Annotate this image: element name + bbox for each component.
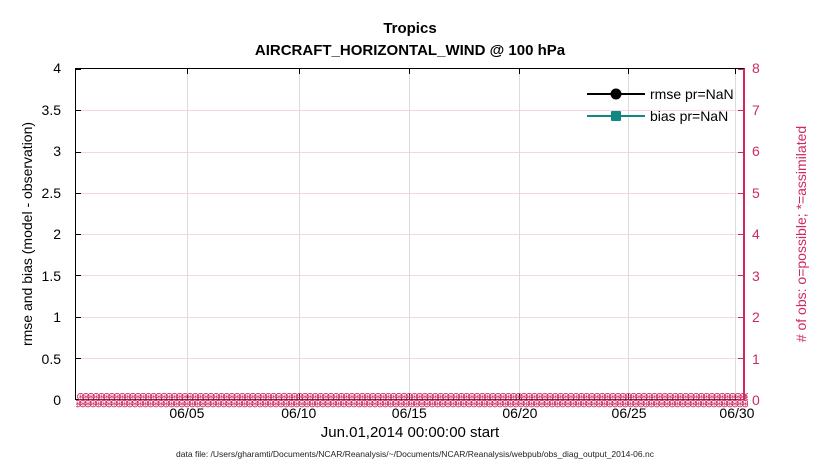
left-axis-tick: 0.5 xyxy=(41,350,61,367)
left-axis-label: rmse and bias (model - observation) xyxy=(19,121,35,347)
right-axis-label: # of obs: o=possible; *=assimilated xyxy=(793,125,809,343)
top-tick-mark xyxy=(734,69,736,74)
left-axis-tick-labels: 4 3.5 3 2.5 2 1.5 1 0.5 0 xyxy=(0,60,66,408)
right-tick-mark xyxy=(738,151,743,153)
left-tick-mark xyxy=(76,151,81,153)
vertical-gridline xyxy=(187,69,189,399)
right-tick-mark xyxy=(738,234,743,235)
left-tick-mark xyxy=(76,110,81,112)
rmse-circle-marker-icon xyxy=(610,88,622,100)
right-axis-tick: 8 xyxy=(752,60,760,76)
x-axis-tick: 06/15 xyxy=(391,405,427,421)
left-axis-tick: 1.5 xyxy=(41,267,61,284)
bottom-tick-mark xyxy=(187,394,189,399)
left-axis-tick: 2.5 xyxy=(41,184,61,201)
left-axis-tick: 4 xyxy=(53,60,61,76)
right-axis-tick: 7 xyxy=(752,101,760,118)
bottom-tick-mark xyxy=(408,394,410,399)
legend-label-bias: bias pr=NaN xyxy=(650,108,729,124)
right-axis-tick: 3 xyxy=(752,267,760,284)
data-file-footer: data file: /Users/gharamti/Documents/NCA… xyxy=(176,449,654,459)
vertical-gridline xyxy=(408,69,410,399)
vertical-gridline xyxy=(734,69,736,399)
right-axis-tick: 0 xyxy=(752,392,760,408)
right-axis-tick: 1 xyxy=(752,350,760,367)
legend-sample-bias xyxy=(587,110,645,123)
x-axis-tick: 06/25 xyxy=(611,405,647,421)
left-axis-tick: 3.5 xyxy=(41,101,61,118)
left-tick-mark xyxy=(76,275,81,277)
right-tick-mark xyxy=(738,110,743,112)
bottom-tick-mark xyxy=(518,394,520,399)
bottom-tick-mark xyxy=(627,394,629,399)
x-axis-label: Jun.01,2014 00:00:00 start xyxy=(320,424,500,441)
x-axis-tick: 06/05 xyxy=(169,405,205,421)
left-tick-mark xyxy=(76,399,81,400)
vertical-gridline xyxy=(518,69,520,399)
right-axis-tick: 2 xyxy=(752,309,760,325)
left-tick-mark xyxy=(76,69,81,70)
right-tick-mark xyxy=(738,275,743,277)
x-axis-tick: 06/30 xyxy=(719,405,755,421)
vertical-gridline xyxy=(298,69,300,399)
top-tick-mark xyxy=(518,69,520,74)
right-axis-tick-labels: 8 7 6 5 4 3 2 1 0 xyxy=(752,60,792,408)
left-axis-tick: 1 xyxy=(53,309,61,325)
plot-area xyxy=(75,68,745,400)
left-tick-mark xyxy=(76,192,81,194)
right-axis-tick: 6 xyxy=(752,143,760,159)
x-axis-tick: 06/20 xyxy=(502,405,538,421)
bottom-tick-mark xyxy=(734,394,736,399)
right-tick-mark xyxy=(738,192,743,194)
left-tick-mark xyxy=(76,357,81,359)
right-tick-mark xyxy=(738,357,743,359)
left-tick-mark xyxy=(76,316,81,318)
top-tick-mark xyxy=(187,69,189,74)
legend-row: rmse pr=NaN xyxy=(587,86,734,102)
right-axis-tick: 5 xyxy=(752,184,760,201)
right-axis-tick: 4 xyxy=(752,226,760,242)
legend-row: bias pr=NaN xyxy=(587,108,729,124)
bias-square-marker-icon xyxy=(611,111,621,121)
right-tick-mark xyxy=(738,399,743,400)
legend-sample-rmse xyxy=(587,88,645,101)
plot-title-variable: AIRCRAFT_HORIZONTAL_WIND @ 100 hPa xyxy=(254,42,566,59)
left-axis-tick: 2 xyxy=(53,226,61,242)
top-tick-mark xyxy=(408,69,410,74)
right-tick-mark xyxy=(738,69,743,70)
legend-label-rmse: rmse pr=NaN xyxy=(650,86,734,102)
x-axis-tick-labels: 06/05 06/10 06/15 06/20 06/25 06/30 xyxy=(75,405,754,422)
x-axis-tick: 06/10 xyxy=(281,405,317,421)
left-axis-tick: 0 xyxy=(53,392,61,408)
left-axis-tick: 3 xyxy=(53,143,61,159)
vertical-gridline xyxy=(627,69,629,399)
bottom-tick-mark xyxy=(298,394,300,399)
right-tick-mark xyxy=(738,316,743,318)
top-tick-mark xyxy=(298,69,300,74)
top-tick-mark xyxy=(627,69,629,74)
left-tick-mark xyxy=(76,234,81,235)
plot-title-region: Tropics xyxy=(383,20,437,37)
